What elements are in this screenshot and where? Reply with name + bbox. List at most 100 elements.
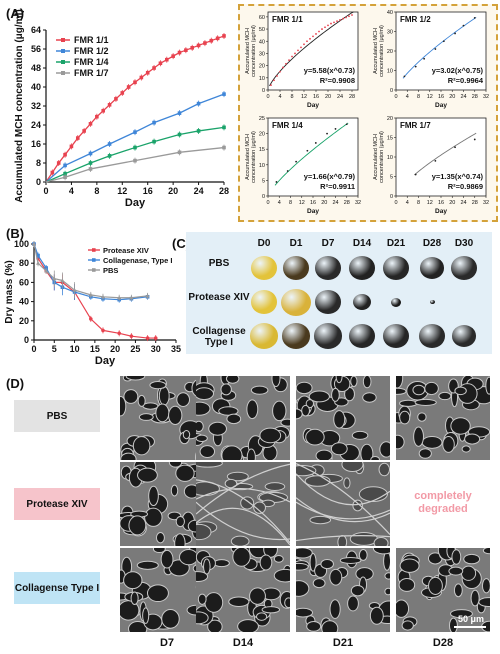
panel-label-a: (A): [6, 6, 25, 21]
data-point: [100, 294, 105, 299]
legend-label: Protease XIV: [103, 246, 149, 255]
legend-marker: [61, 49, 65, 53]
sample-photo: [353, 293, 371, 311]
inset-data-point: [326, 132, 328, 135]
data-point: [152, 120, 156, 125]
x-tick-label: 4: [69, 186, 74, 196]
data-point: [50, 170, 55, 175]
inset-y-axis-label: concentration (μg/ml): [379, 131, 385, 183]
x-tick-label: 8: [94, 186, 99, 196]
y-tick-label: 100: [14, 239, 29, 249]
inset-y-tick-label: 10: [259, 163, 265, 169]
chart-a-inset-fmr12: 0 10 20 30 40 0 4 8 12 16 20 24 28 32 Day Accumulated M…: [373, 10, 489, 109]
inset-equation: y=1.35(x^0.74): [432, 172, 484, 181]
inset-y-tick-label: 15: [259, 147, 265, 153]
panel-c-column-label: D30: [454, 238, 474, 249]
data-point: [56, 161, 61, 165]
data-point: [177, 132, 182, 137]
inset-y-tick-label: 40: [259, 39, 265, 45]
y-axis-label: Dry mass (%): [4, 260, 15, 323]
inset-y-tick-label: 10: [259, 76, 265, 82]
inset-data-point: [294, 52, 296, 55]
data-point: [63, 175, 67, 180]
inset-data-point: [306, 149, 309, 152]
data-point: [117, 331, 121, 336]
sample-photo: [420, 257, 444, 279]
data-point: [88, 151, 93, 156]
inset-y-axis-label: concentration (μg/ml): [379, 25, 385, 77]
panel-c-photos: D0 D1 D7 D14 D21 D28 D30 PBS Protease XIV Collage…: [186, 232, 492, 354]
fit-curve: [274, 122, 349, 186]
inset-data-point: [295, 160, 298, 163]
inset-x-tick-label: 0: [266, 200, 269, 206]
inset-data-point: [285, 62, 287, 65]
data-point: [75, 136, 80, 140]
data-point: [215, 36, 220, 41]
x-tick-label: 10: [70, 344, 80, 354]
data-point: [222, 34, 226, 38]
inset-y-axis-label: Accumulated MCH: [245, 134, 251, 180]
x-tick-label: 12: [117, 186, 127, 196]
inset-data-point: [288, 59, 290, 62]
inset-y-axis-label: Accumulated MCH: [373, 28, 379, 74]
data-point: [120, 91, 125, 95]
data-point: [222, 145, 226, 150]
data-point: [190, 46, 195, 50]
panel-label-c: (C): [172, 236, 191, 251]
panel-c-column-label: D21: [386, 238, 406, 249]
data-point: [36, 261, 41, 265]
inset-y-tick-label: 30: [387, 30, 393, 36]
inset-data-point: [309, 37, 311, 40]
data-point: [196, 129, 201, 133]
inset-y-tick-label: 10: [387, 69, 393, 75]
inset-equation: y=3.02(x^0.75): [432, 66, 484, 75]
legend-marker: [61, 71, 65, 75]
inset-data-point: [414, 65, 417, 68]
legend-marker: [92, 268, 96, 272]
inset-y-tick-label: 0: [390, 194, 393, 200]
data-point: [222, 125, 226, 130]
data-point: [101, 328, 105, 333]
inset-y-tick-label: 50: [259, 27, 265, 33]
inset-x-tick-label: 0: [394, 200, 397, 206]
data-point: [129, 295, 134, 300]
inset-data-point: [403, 75, 406, 78]
inset-r2: R²=0.9908: [320, 76, 355, 85]
inset-data-point: [282, 66, 284, 69]
inset-x-tick-label: 16: [310, 200, 316, 206]
inset-data-point: [286, 170, 289, 172]
panel-d-row-label: Collagense Type I: [14, 572, 100, 604]
panel-c-column-label: D7: [321, 238, 335, 249]
x-tick-label: 24: [194, 186, 204, 196]
x-tick-label: 35: [171, 344, 181, 354]
sample-photo: [315, 256, 341, 280]
sample-photo: [349, 324, 375, 348]
sem-image: [196, 462, 290, 546]
data-point: [89, 317, 93, 321]
y-axis-label: Accumulated MCH concentration (μg/ml): [14, 9, 25, 202]
inset-x-tick-label: 4: [406, 94, 409, 100]
x-tick-label: 20: [168, 186, 178, 196]
sample-photo: [251, 290, 277, 314]
panel-label-b: (B): [6, 226, 25, 241]
legend-marker: [61, 60, 65, 64]
data-point: [95, 114, 99, 119]
x-tick-label: 16: [143, 186, 153, 196]
data-point: [133, 158, 137, 163]
x-tick-label: 0: [31, 344, 36, 354]
y-tick-label: 32: [31, 101, 41, 111]
inset-x-tick-label: 20: [321, 200, 327, 206]
inset-data-point: [473, 16, 476, 19]
inset-data-point: [336, 20, 338, 23]
inset-data-point: [327, 24, 329, 27]
data-point: [63, 171, 67, 176]
inset-y-tick-label: 20: [387, 49, 393, 55]
inset-data-point: [342, 17, 344, 20]
sample-photo: [283, 256, 309, 280]
sample-photo: [451, 256, 477, 280]
inset-x-tick-label: 24: [460, 200, 466, 206]
inset-x-tick-label: 20: [449, 94, 455, 100]
series-line: [45, 126, 225, 183]
inset-y-axis-label: concentration (μg/ml): [251, 131, 257, 183]
